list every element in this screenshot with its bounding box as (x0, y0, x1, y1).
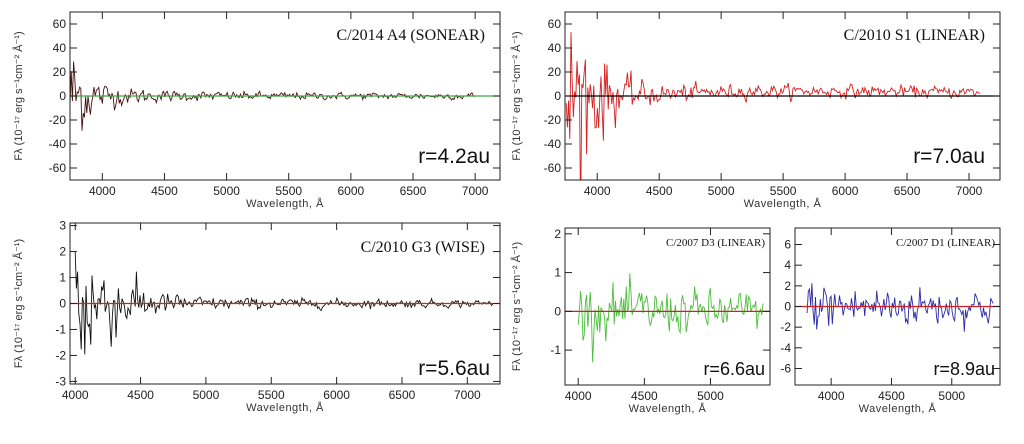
y-tick-label-p2-1: -40 (544, 137, 562, 151)
x-tick-label-p1-4: 6000 (338, 184, 365, 198)
y-tick-label-p4-2: 1 (554, 266, 561, 280)
distance-label-p4: r=6.6au (703, 359, 765, 379)
y-tick-label-p1-1: -40 (49, 137, 67, 151)
x-tick-label-p4-1: 4500 (631, 389, 658, 403)
series-line-p4-0 (577, 273, 764, 363)
x-tick-label-p4-2: 5000 (697, 389, 724, 403)
x-axis-label-p3: Wavelength, Å (246, 401, 324, 414)
y-tick-label-p3-0: -3 (55, 374, 66, 388)
panel-title-p5: C/2007 D1 (LINEAR) (896, 237, 995, 249)
y-tick-label-p2-5: 40 (548, 41, 562, 55)
panel-p2: 4000 4500 5000 5500 6000 6500 7000 -60 -40 -20 0 20… (510, 11, 1001, 210)
y-tick-label-p1-5: 40 (53, 41, 67, 55)
x-axis-label-p5: Wavelength, Å (859, 402, 937, 415)
y-axis-label-p3: Fλ (10⁻¹⁷ erg s⁻¹cm⁻² Å⁻¹) (12, 239, 25, 368)
y-tick-label-p5-0: -6 (780, 361, 791, 375)
y-tick-label-p5-1: -4 (780, 341, 791, 355)
y-tick-label-p2-0: -60 (544, 161, 562, 175)
y-tick-label-p1-0: -60 (49, 161, 67, 175)
x-tick-label-p3-1: 4500 (127, 388, 154, 402)
y-axis-label-p1: Fλ (10⁻¹⁷ erg s⁻¹cm⁻² Å⁻¹) (12, 31, 25, 160)
y-tick-label-p4-0: -1 (550, 343, 561, 357)
x-tick-label-p2-1: 4500 (646, 184, 673, 198)
x-tick-label-p5-2: 5000 (938, 389, 965, 403)
x-tick-label-p2-4: 6000 (832, 184, 859, 198)
x-axis-label-p4: Wavelength, Å (629, 402, 707, 415)
y-tick-label-p1-2: -20 (49, 113, 67, 127)
distance-label-p2: r=7.0au (913, 145, 985, 168)
y-tick-label-p5-3: 0 (784, 300, 791, 314)
y-tick-label-p5-6: 6 (784, 238, 791, 252)
x-tick-label-p2-5: 6500 (894, 184, 921, 198)
x-tick-label-p1-5: 6500 (400, 184, 427, 198)
distance-label-p5: r=8.9au (933, 359, 995, 379)
x-tick-label-p1-6: 7000 (462, 184, 489, 198)
panel-p5: 4000 4500 5000 -6 -4 -2 0 2 4 6 Wavelength, Å C/200… (780, 227, 1001, 415)
y-tick-label-p3-2: -1 (55, 322, 66, 336)
series-line-p5-0 (806, 283, 994, 332)
y-tick-label-p2-6: 60 (548, 17, 562, 31)
x-tick-label-p3-3: 5500 (258, 388, 285, 402)
x-tick-label-p5-0: 4000 (818, 389, 845, 403)
y-tick-label-p3-4: 1 (59, 271, 66, 285)
panel-p3: 4000 4500 5000 5500 6000 6500 7000 -3 -2 -1 0 1 2 3 Wa… (12, 219, 501, 414)
x-tick-label-p3-5: 6500 (389, 388, 416, 402)
y-axis-label-p2: Fλ (10⁻¹⁷ erg s⁻¹cm⁻² Å⁻¹) (510, 31, 523, 160)
y-axis-label-p4: Fλ (10⁻¹⁷ erg s⁻¹cm⁻² Å⁻¹) (510, 242, 523, 371)
x-tick-label-p1-2: 5000 (213, 184, 240, 198)
x-tick-label-p2-2: 5000 (708, 184, 735, 198)
y-tick-label-p3-1: -2 (55, 348, 66, 362)
y-tick-label-p2-2: -20 (544, 113, 562, 127)
plot-frame-p4 (564, 227, 771, 386)
distance-label-p1: r=4.2au (418, 145, 490, 168)
y-tick-label-p5-5: 4 (784, 258, 791, 272)
y-tick-label-p3-5: 2 (59, 245, 66, 259)
series-line-p1-0 (70, 61, 475, 131)
x-tick-label-p3-0: 4000 (62, 388, 89, 402)
y-tick-label-p3-6: 3 (59, 219, 66, 233)
series-line-p3-0 (74, 251, 494, 355)
y-tick-label-p5-2: -2 (780, 320, 791, 334)
y-tick-label-p3-3: 0 (59, 297, 66, 311)
x-tick-label-p2-0: 4000 (584, 184, 611, 198)
panel-title-p1: C/2014 A4 (SONEAR) (337, 27, 485, 44)
panel-title-p4: C/2007 D3 (LINEAR) (666, 237, 765, 249)
panel-p1: 4000 4500 5000 5500 6000 6500 7000 -60 -40 -20 0 20… (12, 11, 501, 210)
x-tick-label-p1-1: 4500 (151, 184, 178, 198)
x-tick-label-p3-6: 7000 (454, 388, 481, 402)
y-tick-label-p1-6: 60 (53, 17, 67, 31)
x-tick-label-p2-6: 7000 (956, 184, 983, 198)
y-tick-label-p4-1: 0 (554, 304, 561, 318)
x-tick-label-p3-2: 5000 (193, 388, 220, 402)
panel-p4: 4000 4500 5000 -1 0 1 2 Wavelength, Å Fλ (10⁻¹⁷ … (510, 227, 771, 415)
x-tick-label-p2-3: 5500 (770, 184, 797, 198)
x-tick-label-p5-1: 4500 (878, 389, 905, 403)
x-tick-label-p1-3: 5500 (275, 184, 302, 198)
series-line-p2-0 (565, 31, 981, 180)
x-axis-label-p2: Wavelength, Å (744, 197, 822, 210)
panel-title-p2: C/2010 S1 (LINEAR) (844, 27, 985, 44)
y-tick-label-p4-3: 2 (554, 227, 561, 241)
distance-label-p3: r=5.6au (418, 357, 490, 380)
x-tick-label-p4-0: 4000 (565, 389, 592, 403)
y-tick-label-p2-4: 20 (548, 65, 562, 79)
y-tick-label-p1-3: 0 (59, 89, 66, 103)
y-tick-label-p2-3: 0 (554, 89, 561, 103)
y-tick-label-p5-4: 2 (784, 279, 791, 293)
x-axis-label-p1: Wavelength, Å (246, 197, 324, 210)
x-tick-label-p1-0: 4000 (89, 184, 116, 198)
x-tick-label-p3-4: 6000 (323, 388, 350, 402)
panel-title-p3: C/2010 G3 (WISE) (361, 239, 485, 256)
y-tick-label-p1-4: 20 (53, 65, 67, 79)
